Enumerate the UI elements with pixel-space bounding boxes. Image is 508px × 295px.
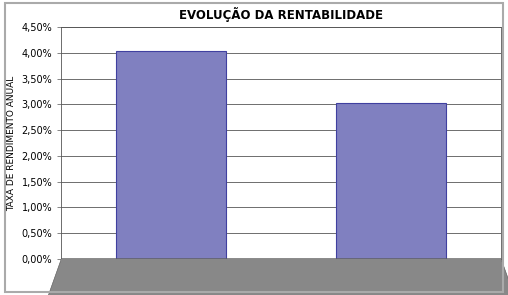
Y-axis label: TAXA DE RENDIMENTO ANUAL: TAXA DE RENDIMENTO ANUAL	[7, 75, 16, 211]
Title: EVOLUÇÃO DA RENTABILIDADE: EVOLUÇÃO DA RENTABILIDADE	[179, 7, 383, 22]
Bar	[116, 51, 226, 259]
Polygon shape	[40, 259, 508, 295]
X-axis label: ANO: ANO	[271, 279, 291, 288]
Bar	[336, 103, 446, 259]
Bar	[61, 259, 501, 295]
